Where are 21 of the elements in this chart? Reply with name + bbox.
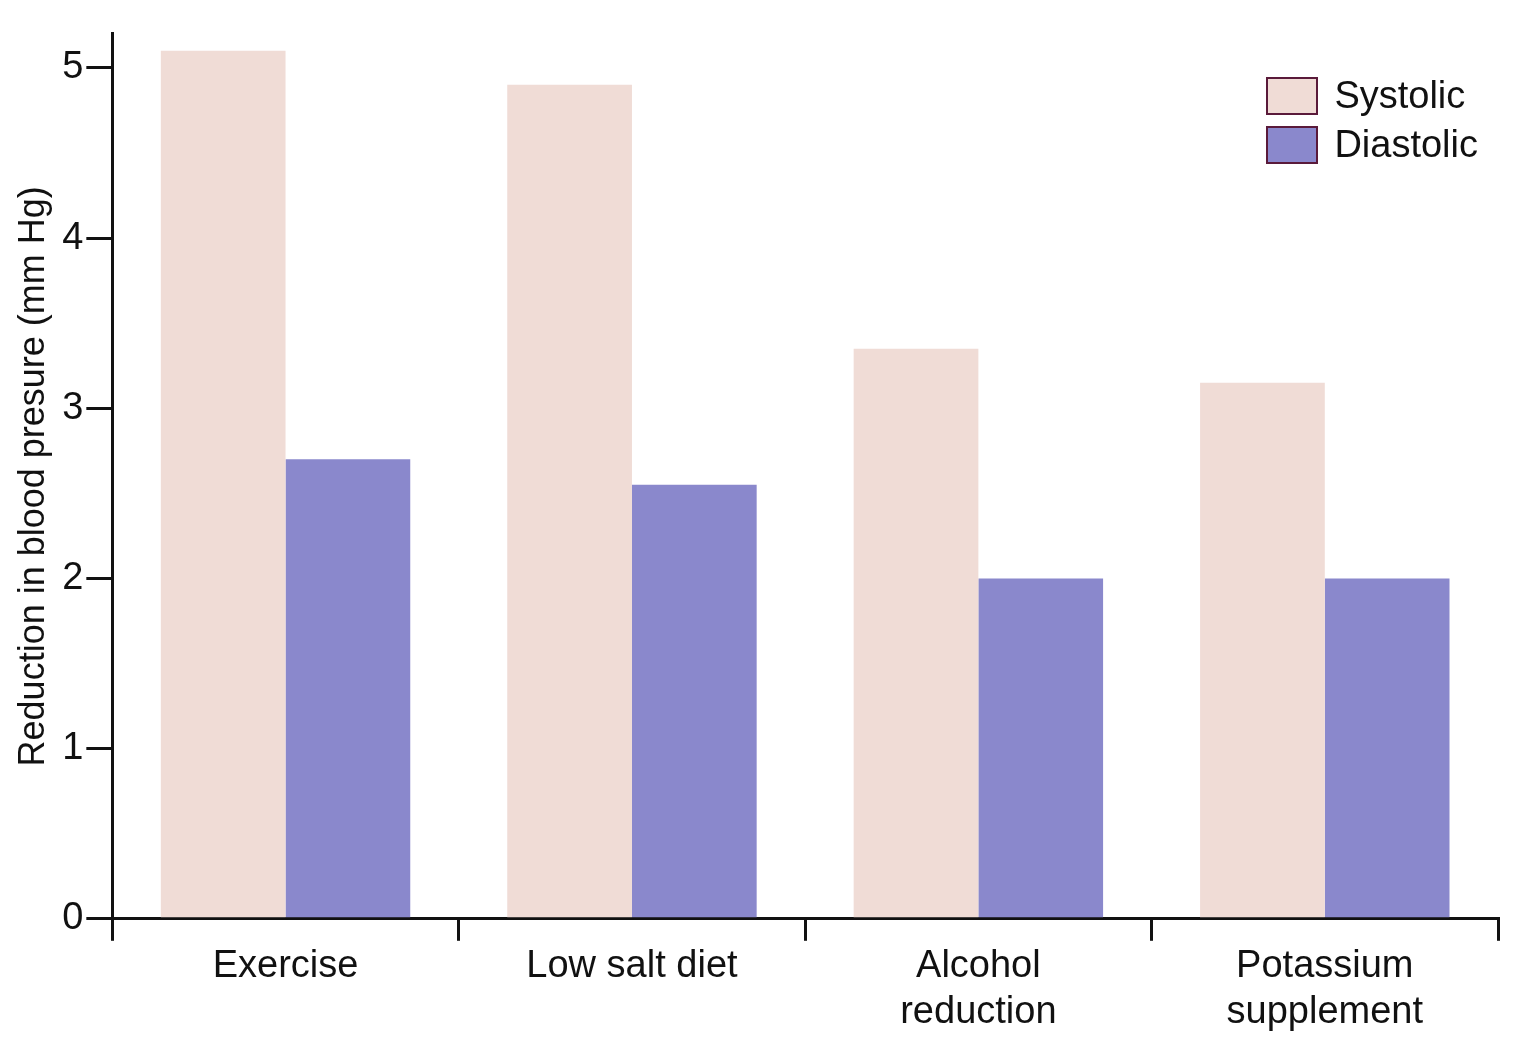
- bar: [1200, 382, 1325, 918]
- y-tick-label: 1: [62, 725, 84, 768]
- bar: [853, 348, 979, 918]
- bar: [285, 459, 411, 918]
- bar: [507, 84, 632, 918]
- legend-label: Systolic: [1334, 74, 1466, 117]
- bar: [978, 578, 1104, 918]
- x-tick-label: Exercise: [212, 943, 359, 986]
- y-tick-label: 5: [62, 44, 84, 87]
- bar: [1324, 578, 1450, 918]
- y-tick-label: 3: [62, 384, 84, 427]
- x-tick-label: Low salt diet: [526, 943, 739, 986]
- x-tick-label: Alcohol reduction: [900, 943, 1057, 1031]
- y-tick-label: 2: [62, 554, 84, 597]
- bar: [160, 50, 286, 918]
- x-tick-label: Potassium supplement: [1226, 943, 1424, 1031]
- legend-label: Diastolic: [1334, 123, 1478, 166]
- y-tick-label: 4: [62, 214, 84, 257]
- y-axis-title: Reduction in blood presure (mm Hg): [10, 186, 52, 767]
- bar: [631, 484, 757, 918]
- y-tick-label: 0: [62, 895, 84, 938]
